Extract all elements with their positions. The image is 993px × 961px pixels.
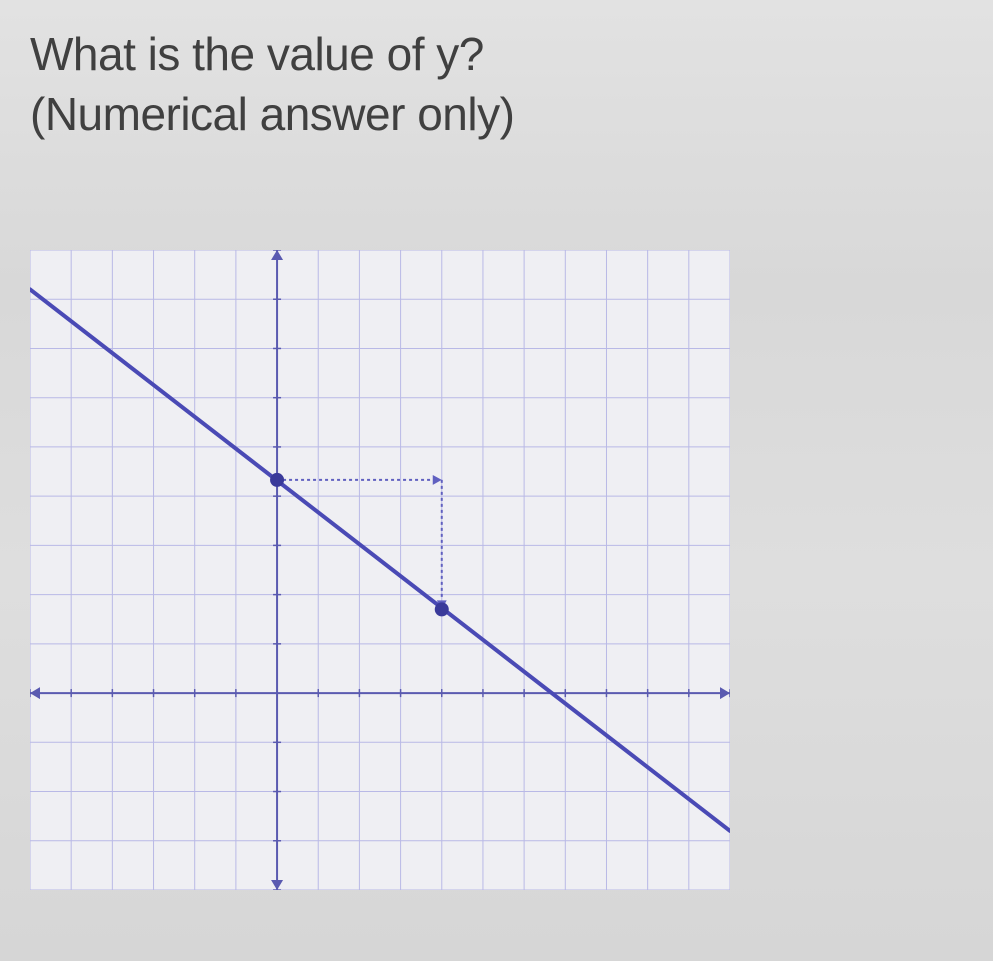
question-line-1: What is the value of y? bbox=[30, 25, 514, 85]
graph-svg bbox=[30, 250, 730, 890]
worksheet-page: What is the value of y? (Numerical answe… bbox=[0, 0, 993, 961]
coordinate-graph bbox=[30, 250, 730, 890]
question-block: What is the value of y? (Numerical answe… bbox=[30, 25, 514, 145]
question-line-2: (Numerical answer only) bbox=[30, 85, 514, 145]
